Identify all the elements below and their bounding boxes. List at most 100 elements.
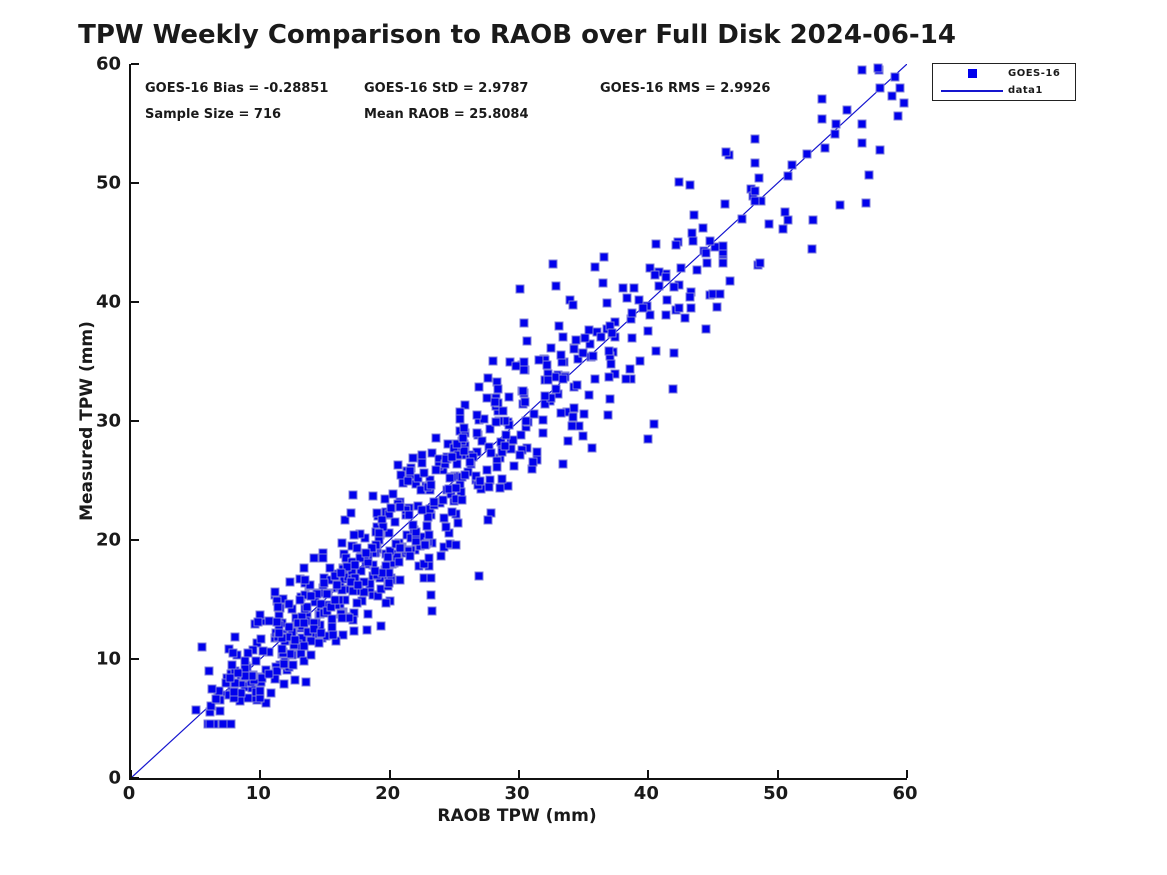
scatter-point (230, 632, 240, 642)
scatter-point (538, 428, 548, 438)
scatter-point (519, 365, 529, 375)
scatter-point (417, 450, 427, 460)
scatter-point (895, 83, 905, 93)
y-tick-mark (131, 182, 139, 184)
scatter-point (587, 443, 597, 453)
stat-rms: GOES-16 RMS = 2.9926 (600, 81, 771, 96)
scatter-point (701, 248, 711, 258)
scatter-point (319, 578, 329, 588)
scatter-point (563, 436, 573, 446)
scatter-point (316, 599, 326, 609)
scatter-point (299, 618, 309, 628)
scatter-point (516, 430, 526, 440)
stat-std: GOES-16 StD = 2.9787 (364, 81, 529, 96)
stat-mean-raob: Mean RAOB = 25.8084 (364, 107, 529, 122)
scatter-point (661, 310, 671, 320)
scatter-point (356, 566, 366, 576)
scatter-point (503, 481, 513, 491)
scatter-point (340, 515, 350, 525)
scatter-point (497, 474, 507, 484)
scatter-point (272, 617, 282, 627)
scatter-point (568, 300, 578, 310)
scatter-point (368, 491, 378, 501)
scatter-point (459, 423, 469, 433)
scatter-point (426, 480, 436, 490)
scatter-point (256, 634, 266, 644)
scatter-point (580, 333, 590, 343)
scatter-point (685, 180, 695, 190)
scatter-point (590, 262, 600, 272)
scatter-point (205, 719, 215, 729)
x-tick-mark (647, 770, 650, 778)
y-tick-label: 40 (95, 291, 121, 313)
stat-bias: GOES-16 Bias = -0.28851 (145, 81, 329, 96)
x-tick-label: 0 (122, 783, 136, 804)
scatter-point (452, 459, 462, 469)
scatter-point (842, 105, 852, 115)
scatter-point (607, 328, 617, 338)
scatter-point (783, 215, 793, 225)
scatter-point (419, 559, 429, 569)
scatter-point (251, 656, 261, 666)
legend: GOES-16 data1 (932, 63, 1076, 101)
scatter-point (831, 119, 841, 129)
scatter-point (273, 602, 283, 612)
scatter-point (332, 580, 342, 589)
legend-symbol-cell (941, 69, 1003, 78)
scatter-point (718, 241, 728, 251)
scatter-point (417, 458, 427, 468)
scatter-point (750, 158, 760, 168)
scatter-point (835, 200, 845, 210)
scatter-point (264, 669, 274, 679)
scatter-point (755, 258, 765, 268)
scatter-point (568, 412, 578, 422)
scatter-point (702, 258, 712, 268)
scatter-point (685, 292, 695, 302)
scatter-point (346, 508, 356, 518)
scatter-point (348, 490, 358, 500)
scatter-point (255, 686, 265, 696)
scatter-point (649, 419, 659, 429)
scatter-point (288, 660, 298, 670)
scatter-point (498, 406, 508, 416)
scatter-point (270, 587, 280, 597)
x-axis-label: RAOB TPW (mm) (437, 806, 597, 826)
scatter-point (687, 228, 697, 238)
scatter-point (890, 72, 900, 82)
scatter-point (445, 473, 455, 483)
scatter-point (465, 457, 475, 467)
scatter-point (754, 173, 764, 183)
legend-item-goes16: GOES-16 (933, 65, 1075, 82)
scatter-point (490, 397, 500, 407)
scatter-point (279, 679, 289, 689)
scatter-point (558, 332, 568, 342)
scatter-point (384, 578, 394, 588)
scatter-point (519, 318, 529, 328)
scatter-point (386, 503, 396, 513)
legend-item-data1: data1 (933, 82, 1075, 99)
y-tick-label: 20 (95, 529, 121, 551)
scatter-point (520, 397, 530, 407)
scatter-point (686, 303, 696, 313)
scatter-point (590, 374, 600, 384)
scatter-point (439, 513, 449, 523)
scatter-point (459, 446, 469, 456)
scatter-point (272, 666, 282, 676)
scatter-point (857, 119, 867, 128)
scatter-point (750, 186, 760, 196)
scatter-point (206, 701, 216, 711)
scatter-point (306, 591, 316, 601)
scatter-point (370, 566, 380, 576)
scatter-point (427, 606, 437, 616)
scatter-point (669, 282, 679, 292)
scatter-point (571, 335, 581, 345)
scatter-point (447, 507, 457, 517)
x-tick-label: 60 (892, 783, 918, 804)
scatter-point (596, 332, 606, 342)
scatter-point (669, 348, 679, 358)
scatter-point (721, 147, 731, 157)
scatter-point (258, 646, 268, 656)
scatter-point (528, 457, 538, 467)
scatter-point (820, 143, 830, 153)
stat-sample-size: Sample Size = 716 (145, 107, 282, 122)
